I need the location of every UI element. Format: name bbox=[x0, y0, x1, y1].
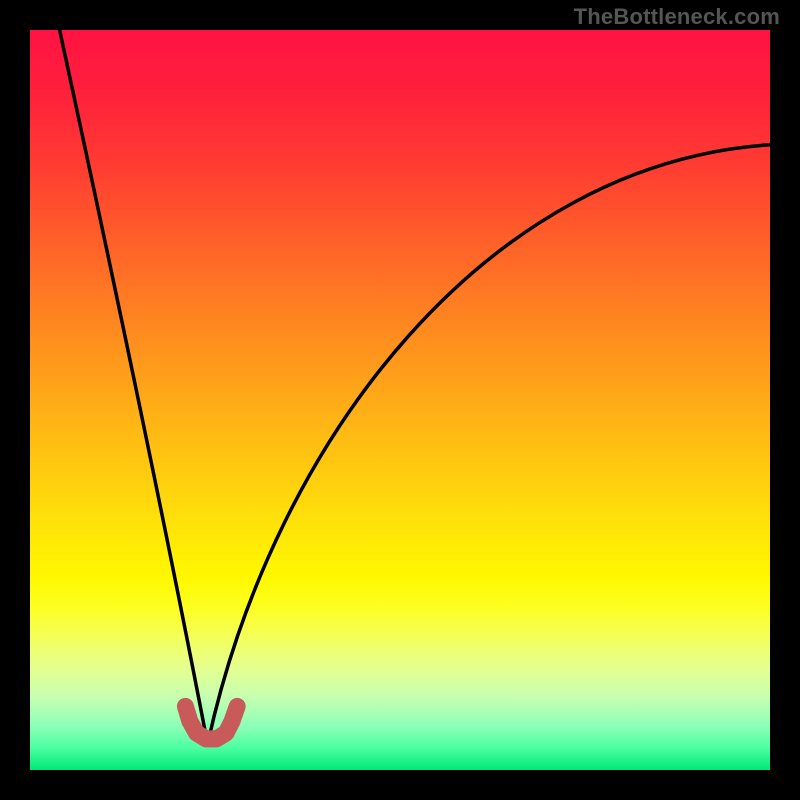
watermark-text: TheBottleneck.com bbox=[574, 4, 780, 30]
chart-container: TheBottleneck.com bbox=[0, 0, 800, 800]
bottleneck-plot bbox=[0, 0, 800, 800]
gradient-background bbox=[30, 30, 770, 770]
